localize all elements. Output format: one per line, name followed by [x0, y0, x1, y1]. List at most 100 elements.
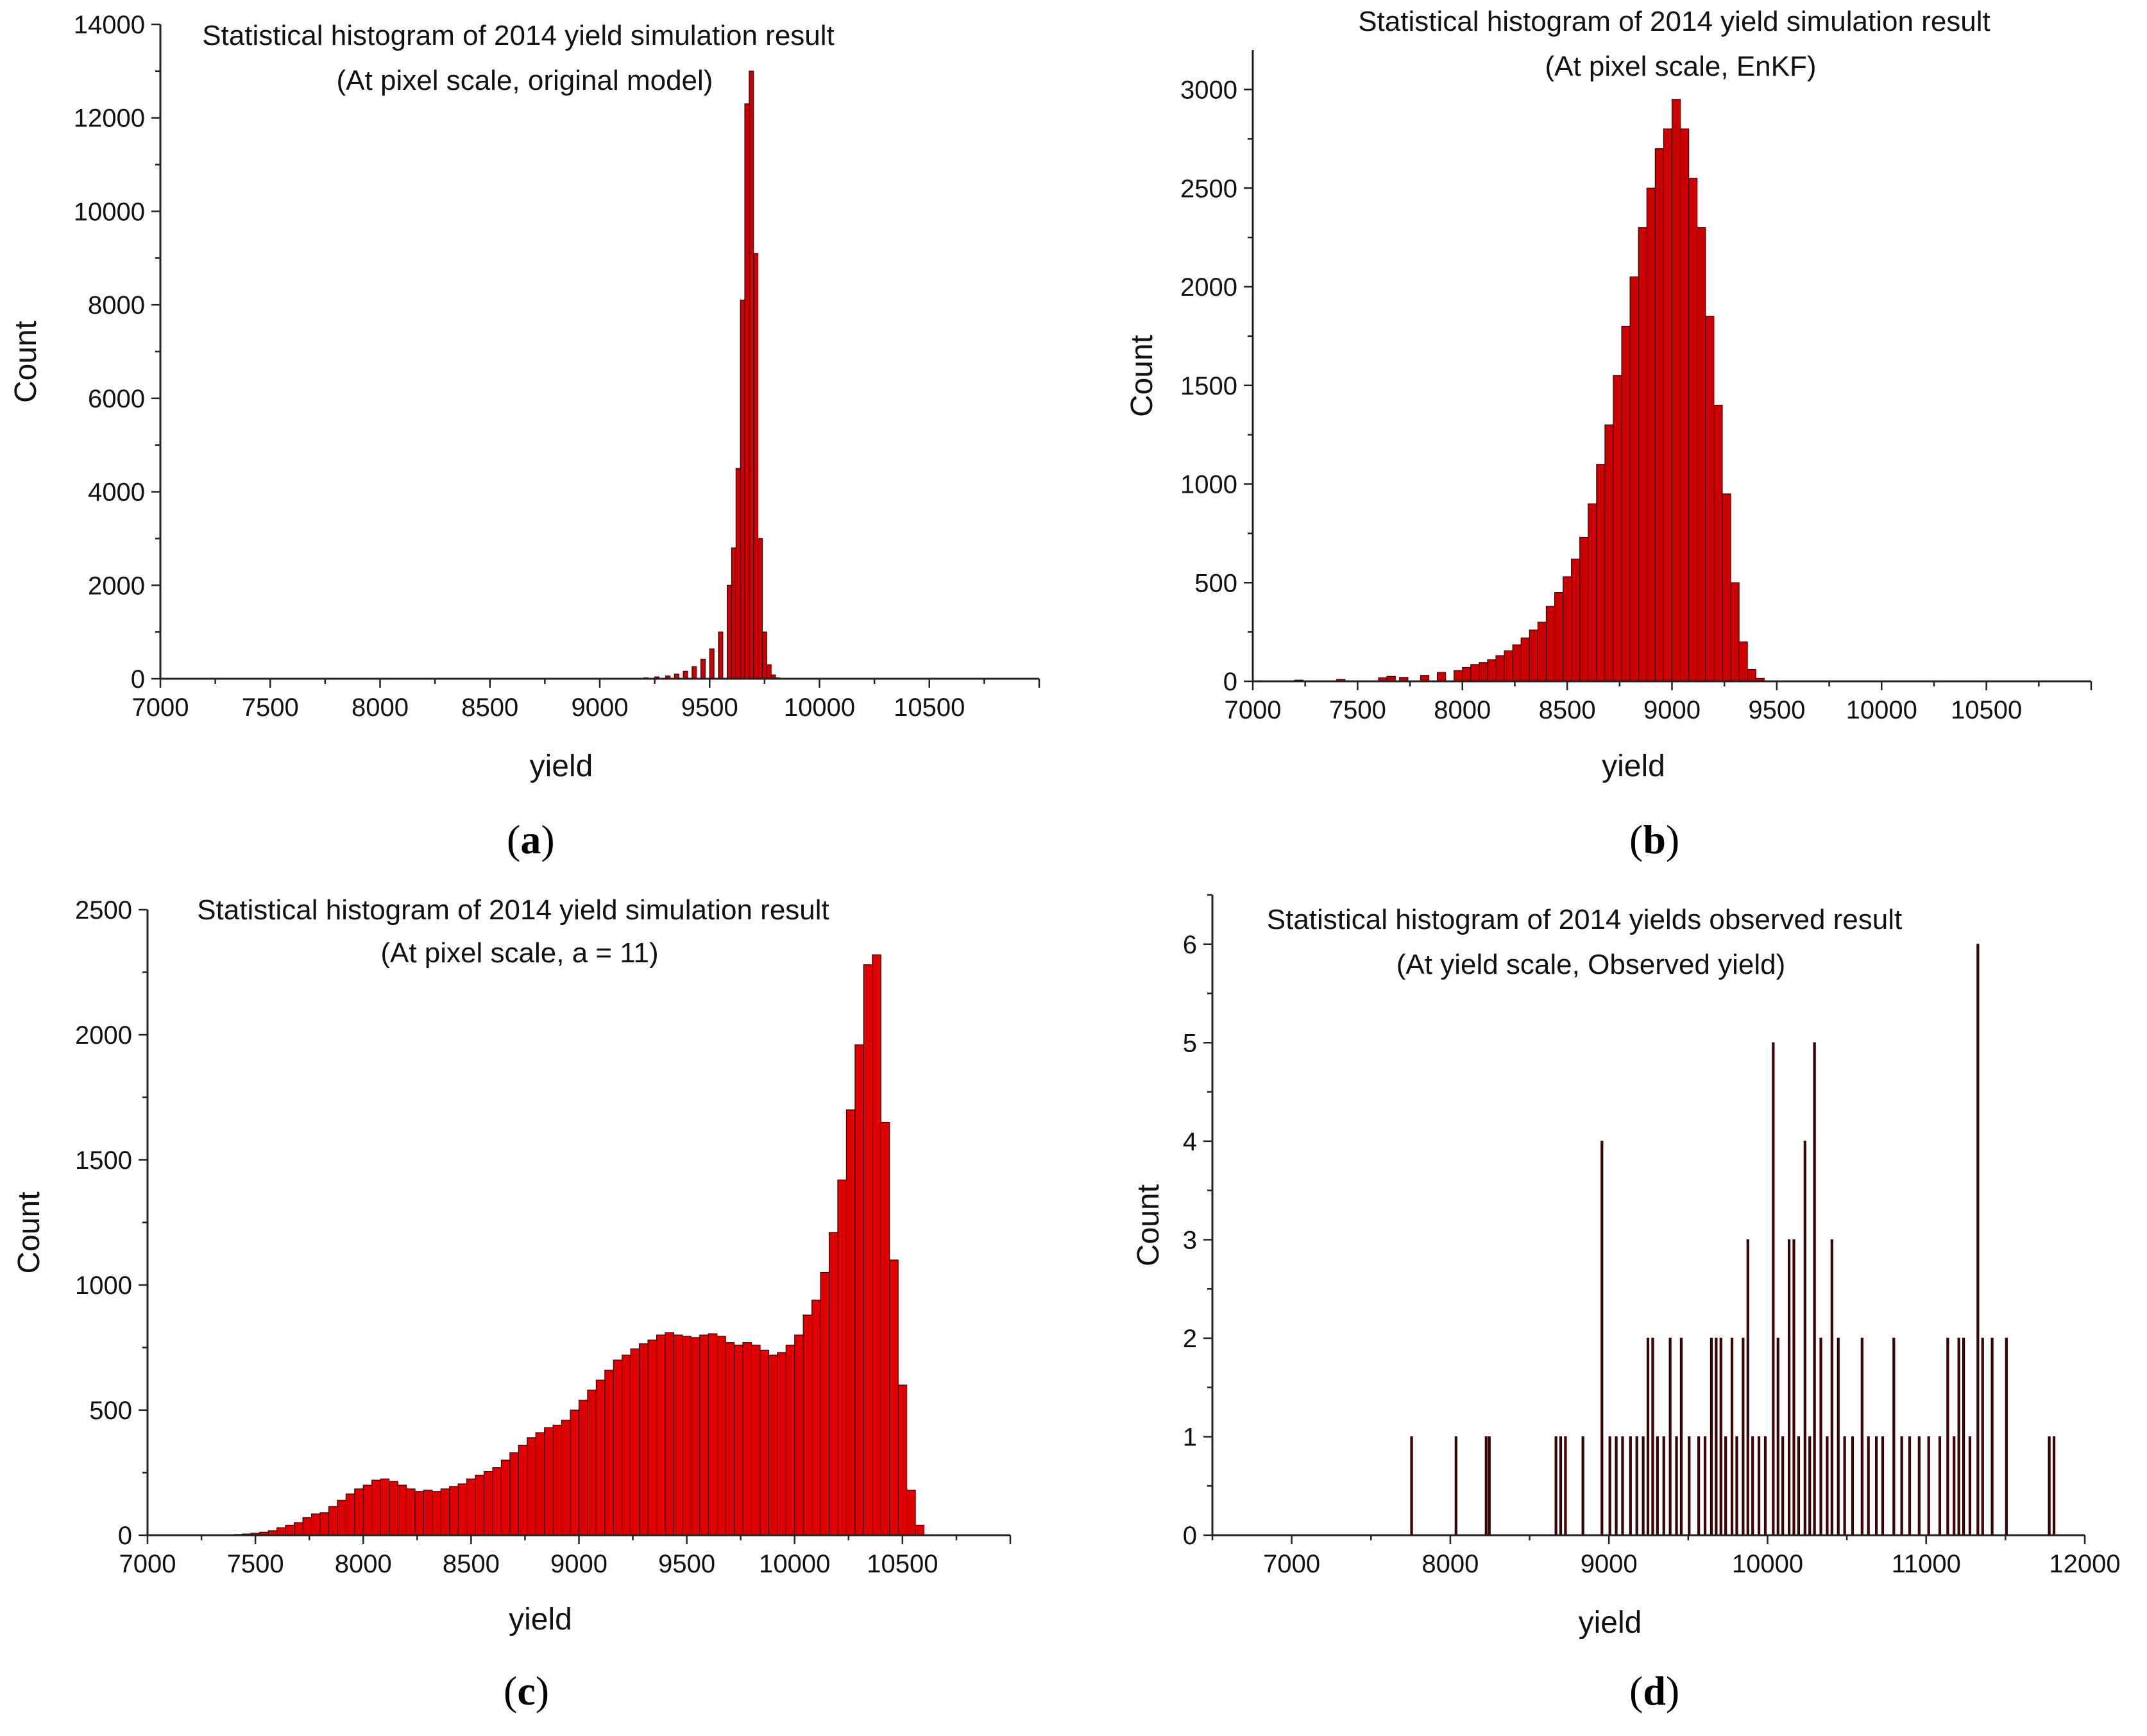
bar: [544, 1427, 554, 1536]
bar: [1629, 1436, 1632, 1536]
bar: [1454, 1436, 1457, 1536]
bar: [854, 1044, 864, 1536]
bar: [753, 253, 759, 679]
bar: [1788, 1239, 1791, 1536]
bar: [1735, 1436, 1738, 1536]
bar: [1703, 1436, 1707, 1536]
panel-letter: a: [520, 817, 541, 862]
x-tick-label: 7000: [132, 694, 189, 722]
bar: [345, 1493, 355, 1536]
x-tick-label: 8500: [1539, 696, 1596, 724]
bar: [761, 631, 767, 679]
bar: [1537, 622, 1547, 682]
bar: [1554, 592, 1564, 682]
panel-letter: b: [1643, 817, 1666, 862]
bar: [630, 1348, 640, 1536]
x-tick-label: 8000: [352, 694, 409, 722]
bar: [561, 1420, 571, 1536]
bar: [2005, 1338, 2008, 1536]
bar: [500, 1459, 511, 1536]
y-tick-label: 2: [1183, 1325, 1197, 1353]
bar: [2048, 1436, 2051, 1536]
bar: [509, 1452, 519, 1536]
chart-subtitle: (At pixel scale, EnKF): [1545, 51, 1816, 82]
bar: [423, 1490, 433, 1536]
bar: [1860, 1338, 1863, 1536]
bar: [1776, 1338, 1779, 1536]
bar: [1679, 1338, 1683, 1536]
bar: [906, 1490, 916, 1536]
bar: [1957, 1338, 1960, 1536]
bar: [337, 1499, 346, 1536]
bar: [751, 1345, 761, 1536]
x-tick-label: 8500: [461, 694, 518, 722]
bar: [828, 1232, 838, 1536]
chart-title: Statistical histogram of 2014 yields obs…: [1267, 904, 1903, 935]
bar: [811, 1299, 821, 1536]
x-tick-label: 9500: [681, 694, 738, 722]
bar: [1651, 1338, 1654, 1536]
y-tick-label: 4000: [88, 479, 145, 507]
bar: [665, 1332, 675, 1536]
bar: [1837, 1338, 1840, 1536]
bars-b: [1252, 99, 1765, 682]
bar: [1713, 404, 1723, 682]
y-tick-label: 14000: [74, 11, 145, 39]
bar: [483, 1470, 493, 1536]
bar: [1671, 99, 1681, 682]
bar: [1867, 1436, 1870, 1536]
chart-panel-b: 7000 7500 8000 8500 9000 9500 10000 10500 0 500 10…: [1125, 6, 2092, 862]
bar: [1892, 1338, 1896, 1536]
bar: [371, 1479, 381, 1536]
bar: [294, 1522, 303, 1536]
bar: [1715, 1338, 1718, 1536]
bar: [1600, 1141, 1604, 1536]
bar: [863, 964, 873, 1536]
bar: [414, 1491, 425, 1536]
x-tick-label: 9000: [550, 1550, 607, 1578]
bar: [915, 1524, 925, 1536]
bar: [820, 1272, 830, 1536]
x-tick-label: 10000: [1732, 1550, 1803, 1578]
bar: [1613, 375, 1622, 682]
y-tick-label: 2500: [75, 896, 132, 924]
bar: [1927, 1436, 1930, 1536]
y-tick-label: 1: [1183, 1423, 1197, 1451]
y-axis-label: Count: [9, 321, 43, 403]
y-tick-label: 1000: [1180, 471, 1237, 499]
bar: [319, 1512, 330, 1536]
bar: [725, 1342, 735, 1536]
panel-label-b: (b): [1629, 817, 1679, 862]
bar: [692, 666, 697, 679]
bar: [1830, 1239, 1833, 1536]
y-tick-label: 5: [1183, 1029, 1197, 1057]
bar: [380, 1478, 390, 1536]
bar: [1705, 316, 1715, 682]
bar: [768, 1354, 778, 1536]
bar: [1724, 1436, 1727, 1536]
y-tick-label: 3: [1183, 1226, 1197, 1254]
x-tick-label: 10000: [784, 694, 855, 722]
bar: [727, 584, 733, 679]
y-tick-label: 6000: [88, 385, 145, 413]
panel-label-c: (c): [504, 1668, 549, 1714]
bar: [1730, 582, 1740, 682]
x-tick-label: 7500: [1329, 696, 1386, 724]
bar: [1638, 227, 1647, 682]
x-tick-label: 8000: [335, 1550, 392, 1578]
bar: [1962, 1338, 1965, 1536]
bar: [1668, 1338, 1672, 1536]
bar: [1662, 1436, 1665, 1536]
bar: [475, 1474, 485, 1536]
bar: [1621, 1436, 1624, 1536]
panel-label-a: (a): [507, 817, 555, 862]
x-tick-label: 8500: [443, 1550, 500, 1578]
bar: [1808, 1436, 1812, 1536]
x-axis-label: yield: [530, 749, 593, 783]
bar: [777, 1352, 786, 1536]
bar: [1772, 1042, 1775, 1536]
bar: [595, 1379, 606, 1536]
bar: [613, 1359, 623, 1536]
bar: [1675, 1436, 1678, 1536]
bar: [1875, 1436, 1878, 1536]
